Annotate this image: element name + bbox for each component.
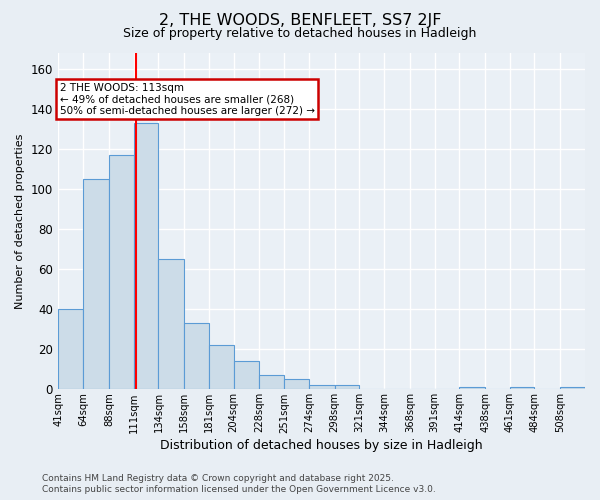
Bar [335,386,359,390]
Bar [158,259,184,390]
Text: Size of property relative to detached houses in Hadleigh: Size of property relative to detached ho… [124,28,476,40]
Bar [510,388,535,390]
Bar [184,323,209,390]
Bar [83,179,109,390]
Bar [209,346,233,390]
Bar [259,376,284,390]
Bar [233,362,259,390]
Bar [109,155,134,390]
Bar [284,380,309,390]
Bar [134,122,158,390]
Text: Contains HM Land Registry data © Crown copyright and database right 2025.
Contai: Contains HM Land Registry data © Crown c… [42,474,436,494]
X-axis label: Distribution of detached houses by size in Hadleigh: Distribution of detached houses by size … [160,440,483,452]
Bar [560,388,585,390]
Bar [459,388,485,390]
Y-axis label: Number of detached properties: Number of detached properties [15,134,25,308]
Text: 2 THE WOODS: 113sqm
← 49% of detached houses are smaller (268)
50% of semi-detac: 2 THE WOODS: 113sqm ← 49% of detached ho… [59,82,314,116]
Bar [58,309,83,390]
Text: 2, THE WOODS, BENFLEET, SS7 2JF: 2, THE WOODS, BENFLEET, SS7 2JF [159,12,441,28]
Bar [309,386,335,390]
